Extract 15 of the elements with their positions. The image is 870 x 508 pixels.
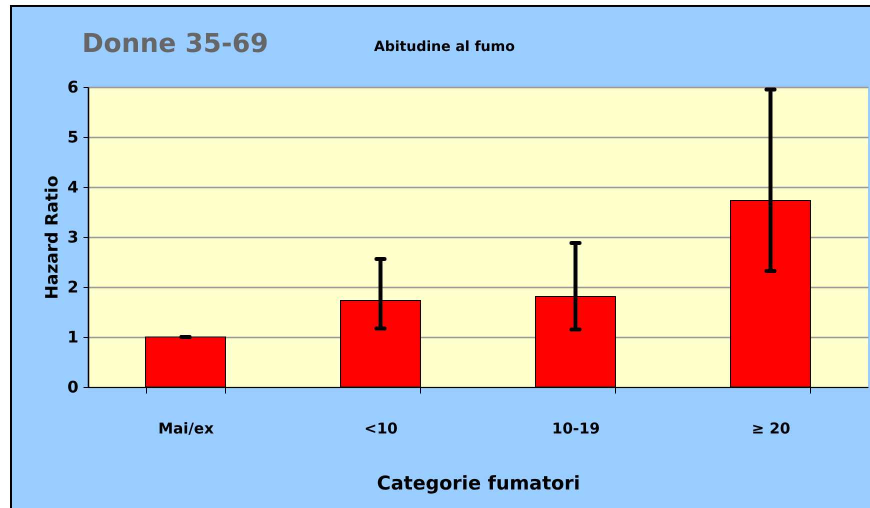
y-tick-label: 3 [67, 228, 78, 246]
chart-subtitle: Abitudine al fumo [374, 39, 515, 56]
x-tick-label: ≥ 20 [752, 420, 790, 438]
x-tick-label: <10 [364, 420, 398, 438]
y-tick-label: 6 [67, 78, 78, 96]
y-tick-label: 2 [67, 278, 78, 296]
y-tick-label: 1 [67, 328, 78, 346]
x-axis-title: Categorie fumatori [376, 472, 580, 494]
y-axis-title: Hazard Ratio [42, 176, 62, 300]
y-tick-label: 4 [67, 178, 78, 196]
chart-title: Donne 35-69 [82, 29, 268, 59]
x-tick-label: Mai/ex [158, 420, 214, 438]
y-tick-label: 0 [67, 378, 78, 396]
x-tick-label: 10-19 [552, 420, 600, 438]
y-tick-label: 5 [67, 128, 78, 146]
